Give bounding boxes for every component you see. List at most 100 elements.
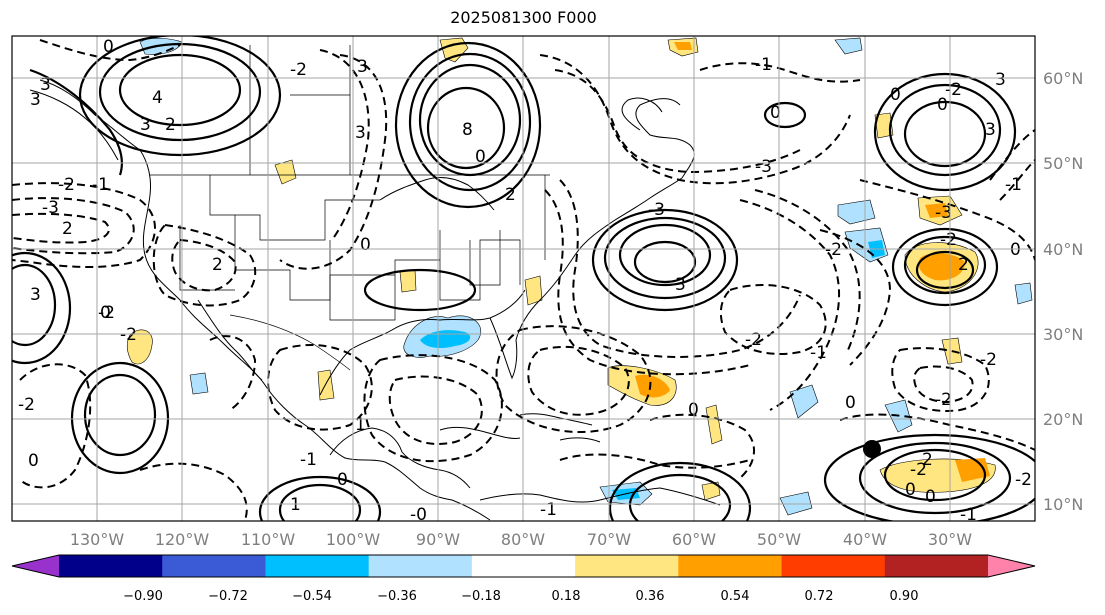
svg-text:3: 3 [40,75,51,95]
colorbar-extend-min [12,555,59,577]
lon-label: 90°W [416,530,460,549]
svg-text:-2: -2 [290,60,307,80]
lon-label: 120°W [155,530,210,549]
contour-labels: 0 3 4 3 2 -2 3 8 0 2 3 3 -1 0 -3 -2 -3 2… [18,37,1032,525]
svg-text:3: 3 [357,57,368,77]
svg-text:2: 2 [922,450,933,470]
svg-text:3: 3 [985,120,996,140]
black-dot-marker [863,440,881,458]
svg-text:0: 0 [28,451,39,471]
svg-text:-1: -1 [810,343,827,363]
svg-text:0: 0 [103,37,114,57]
longitude-labels: 130°W 120°W 110°W 100°W 90°W 80°W 70°W 6… [70,530,972,549]
svg-text:-2: -2 [58,175,75,195]
colorbar-bin [59,555,163,577]
svg-text:-1: -1 [960,505,977,525]
svg-text:0: 0 [337,470,348,490]
svg-text:-2: -2 [120,325,137,345]
lon-label: 130°W [70,530,125,549]
lon-label: 40°W [843,530,887,549]
svg-text:-2: -2 [1015,470,1032,490]
lon-label: 30°W [928,530,972,549]
lat-label: 40°N [1043,240,1083,259]
positive-contours [12,36,1035,521]
colorbar-bin [575,555,679,577]
svg-text:2: 2 [165,115,176,135]
svg-text:-3: -3 [755,157,772,177]
svg-text:0: 0 [890,85,901,105]
colorbar-tick-label: −0.18 [461,589,501,604]
lat-label: 20°N [1043,410,1083,429]
borders [150,45,550,371]
lat-label: 10°N [1043,495,1083,514]
svg-text:-2: -2 [910,460,927,480]
svg-text:2: 2 [62,219,73,239]
colorbar-bin [884,555,989,577]
colorbar-bin [471,555,576,577]
svg-text:0: 0 [925,487,936,507]
colorbar-bin [368,555,473,577]
lon-label: 110°W [241,530,296,549]
colorbar-tick-labels: −0.90 −0.72 −0.54 −0.36 −0.18 0.18 0.36 … [123,589,918,604]
svg-text:3: 3 [355,123,366,143]
lon-label: 80°W [501,530,545,549]
svg-text:3: 3 [140,115,151,135]
lon-label: 50°W [757,530,801,549]
svg-text:0: 0 [360,235,371,255]
svg-text:-3: -3 [935,203,952,223]
colorbar-bin [678,555,783,577]
svg-text:0: 0 [770,103,781,123]
svg-text:0: 0 [100,303,111,323]
svg-text:0: 0 [1010,240,1021,260]
colorbar-tick-label: −0.36 [377,589,417,604]
svg-text:3: 3 [995,70,1006,90]
svg-text:-2: -2 [98,303,115,323]
svg-text:-2: -2 [935,390,952,410]
svg-text:-2: -2 [940,230,957,250]
colorbar-tick-label: −0.54 [292,589,332,604]
svg-text:2: 2 [505,185,516,205]
lon-label: 60°W [672,530,716,549]
lat-label: 60°N [1043,69,1083,88]
svg-text:-2: -2 [980,350,997,370]
svg-text:-1: -1 [540,500,557,520]
svg-text:3: 3 [675,275,686,295]
svg-text:-3: -3 [648,200,665,220]
colorbar-tick-label: 0.18 [552,589,581,604]
svg-text:0: 0 [475,147,486,167]
lon-label: 70°W [587,530,631,549]
svg-text:-1: -1 [755,55,772,75]
negative-contours [12,39,1035,521]
svg-text:1: 1 [355,415,366,435]
colorbar-extend-max [988,555,1035,577]
svg-text:8: 8 [462,120,473,140]
colorbar-tick-label: −0.90 [123,589,163,604]
svg-text:4: 4 [152,88,163,108]
lat-label: 30°N [1043,325,1083,344]
svg-text:0: 0 [905,480,916,500]
svg-text:-3: -3 [42,198,59,218]
colorbar-tick-label: −0.72 [208,589,248,604]
svg-text:-2: -2 [18,395,35,415]
colorbar-tick-label: 0.36 [636,589,665,604]
svg-text:-0: -0 [410,505,427,525]
svg-text:0: 0 [937,95,948,115]
map-title: 2025081300 F000 [450,8,597,27]
svg-text:0: 0 [845,393,856,413]
svg-text:-1: -1 [1005,175,1022,195]
colorbar-bin [265,555,370,577]
svg-text:2: 2 [958,255,969,275]
svg-text:-2: -2 [745,330,762,350]
svg-text:1: 1 [290,495,301,515]
svg-text:-2: -2 [945,80,962,100]
svg-text:-1: -1 [92,175,109,195]
colorbar-tick-label: 0.54 [721,589,750,604]
colorbar-tick-label: 0.90 [890,589,919,604]
svg-text:0: 0 [688,400,699,420]
colorbar-bin [162,555,266,577]
map-frame [11,35,1036,522]
graticule [12,36,1035,521]
lat-label: 50°N [1043,154,1083,173]
colorbar-outline [11,554,1036,578]
